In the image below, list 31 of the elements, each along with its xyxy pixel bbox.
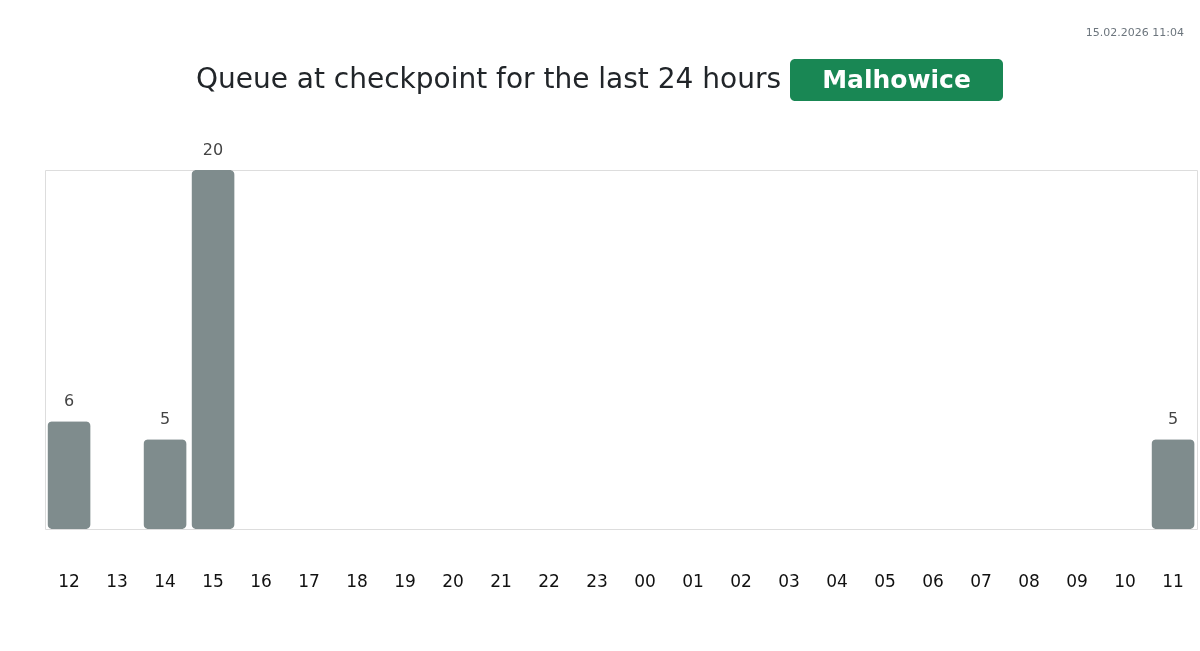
x-tick-label: 02 <box>730 570 752 591</box>
data-label: 20 <box>202 140 224 159</box>
x-tick-label: 13 <box>106 570 128 591</box>
x-tick-label: 19 <box>394 570 416 591</box>
x-tick-label: 04 <box>826 570 848 591</box>
data-label: 5 <box>159 409 171 429</box>
x-tick-label: 16 <box>250 570 272 591</box>
x-tick-label: 07 <box>970 570 992 591</box>
x-tick-label: 10 <box>1114 570 1136 591</box>
x-tick-label: 12 <box>58 570 80 591</box>
x-tick-label: 17 <box>298 570 320 591</box>
x-tick-label: 09 <box>1066 570 1088 591</box>
x-tick-label: 01 <box>682 570 704 591</box>
data-label: 6 <box>63 391 75 411</box>
x-tick-label: 18 <box>346 570 368 591</box>
x-tick-label: 21 <box>490 570 512 591</box>
x-tick-label: 00 <box>634 570 656 591</box>
chart-title: Queue at checkpoint for the last 24 hours <box>195 62 781 95</box>
x-tick-label: 22 <box>538 570 560 591</box>
text: 15.02.2026 11:04 <box>1085 26 1184 39</box>
x-tick-label: 06 <box>922 570 944 591</box>
x-tick-label: 15 <box>202 570 224 591</box>
chart-subtitle: Malhowice <box>822 65 971 94</box>
data-label: 5 <box>1167 409 1179 429</box>
x-tick-label: 14 <box>154 570 176 591</box>
x-tick-label: 05 <box>874 570 896 591</box>
x-tick-label: 20 <box>442 570 464 591</box>
x-tick-label: 11 <box>1162 570 1184 591</box>
x-tick-label: 08 <box>1018 570 1040 591</box>
x-tick-label: 03 <box>778 570 800 591</box>
x-tick-label: 23 <box>586 570 608 591</box>
